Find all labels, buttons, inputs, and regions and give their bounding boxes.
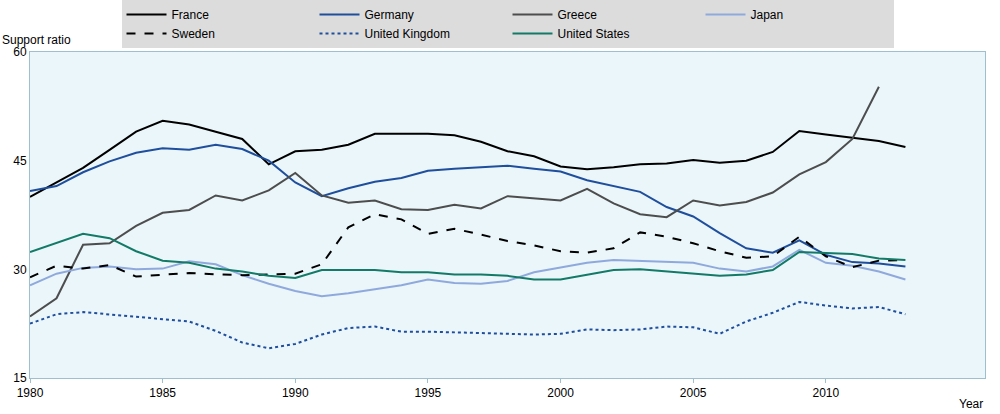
svg-text:1985: 1985 (149, 386, 176, 400)
svg-text:Year: Year (959, 397, 983, 411)
svg-text:2010: 2010 (812, 386, 839, 400)
svg-text:45: 45 (13, 154, 27, 168)
svg-text:Japan: Japan (751, 8, 784, 22)
svg-text:Sweden: Sweden (172, 27, 215, 41)
svg-text:60: 60 (13, 45, 27, 59)
svg-text:1980: 1980 (17, 386, 44, 400)
svg-text:France: France (172, 8, 210, 22)
svg-text:1995: 1995 (415, 386, 442, 400)
svg-text:Germany: Germany (365, 8, 414, 22)
svg-text:United Kingdom: United Kingdom (365, 27, 450, 41)
svg-text:1990: 1990 (282, 386, 309, 400)
svg-text:15: 15 (13, 371, 27, 385)
svg-text:United States: United States (558, 27, 630, 41)
svg-text:2000: 2000 (547, 386, 574, 400)
svg-text:2005: 2005 (680, 386, 707, 400)
svg-text:30: 30 (13, 263, 27, 277)
svg-text:Support ratio: Support ratio (2, 33, 71, 47)
svg-text:Greece: Greece (558, 8, 598, 22)
